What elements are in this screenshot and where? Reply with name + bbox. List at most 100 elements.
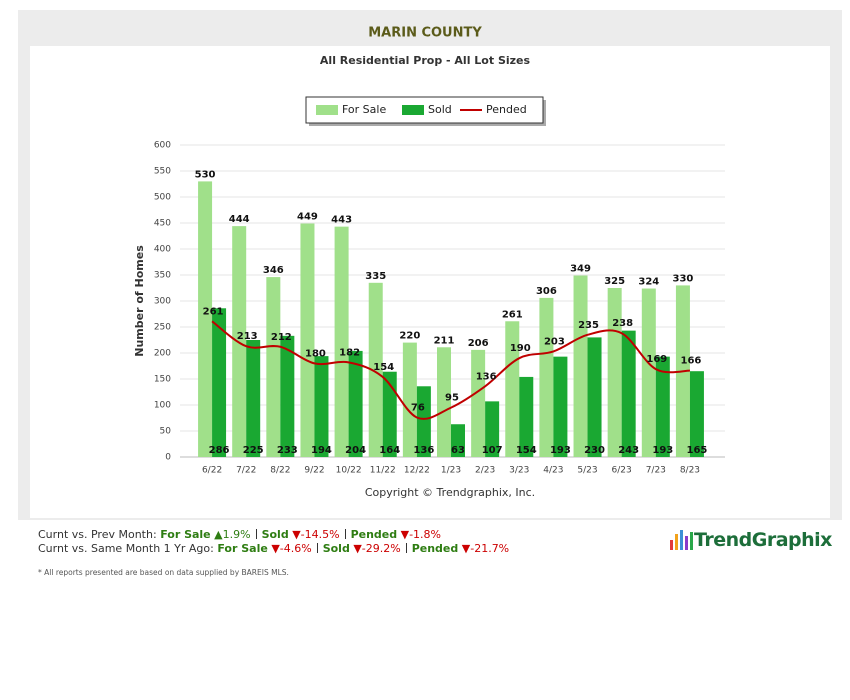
- chart-subtitle: All Residential Prop - All Lot Sizes: [320, 54, 531, 67]
- bar: [505, 321, 520, 457]
- data-label: 206: [468, 338, 489, 349]
- bar: [553, 356, 568, 457]
- logo: TrendGraphix: [668, 528, 832, 552]
- x-tick-label: 8/22: [270, 466, 290, 476]
- summary-row: Curnt vs. Same Month 1 Yr Ago: For Sale …: [38, 542, 509, 555]
- data-label: 235: [578, 320, 599, 331]
- data-label: 306: [536, 286, 557, 297]
- x-tick-label: 11/22: [370, 466, 396, 476]
- summary-change: ▼-14.5%: [292, 528, 340, 541]
- line: [211, 320, 690, 420]
- bar: [655, 356, 670, 457]
- y-tick-label: 450: [154, 219, 171, 229]
- y-tick-label: 500: [154, 193, 171, 203]
- summary-name: Pended: [350, 528, 398, 541]
- data-label: 233: [277, 445, 298, 456]
- data-label: 243: [618, 445, 639, 456]
- bar: [471, 349, 486, 457]
- y-tick-label: 300: [154, 297, 171, 307]
- data-label: 346: [263, 265, 284, 276]
- data-label: 182: [339, 347, 360, 358]
- bar: [402, 342, 417, 457]
- x-tick-label: 2/23: [475, 466, 495, 476]
- bar: [314, 356, 329, 457]
- data-label: 154: [373, 362, 394, 373]
- bar: [246, 340, 261, 457]
- data-label: 335: [365, 271, 386, 282]
- data-label: 107: [482, 445, 503, 456]
- legend-swatch: [402, 105, 424, 115]
- data-label: 444: [229, 214, 250, 225]
- data-label: 169: [646, 354, 667, 365]
- bar: [437, 347, 451, 457]
- data-label: 325: [604, 276, 625, 287]
- data-label: 261: [203, 306, 224, 317]
- x-tick-label: 7/23: [646, 466, 666, 476]
- data-label: 194: [311, 445, 332, 456]
- bar: [573, 275, 588, 457]
- y-tick-label: 400: [154, 245, 171, 255]
- bar: [300, 223, 315, 457]
- note: * All reports presented are based on dat…: [38, 568, 289, 577]
- summary-label: Curnt vs. Prev Month:: [38, 528, 157, 541]
- separator: [344, 529, 346, 539]
- data-label: 349: [570, 264, 591, 275]
- summary-change: ▼-4.6%: [271, 542, 312, 555]
- data-label: 220: [399, 331, 420, 342]
- summary-name: Sold: [322, 542, 350, 555]
- summary-row: Curnt vs. Prev Month: For Sale ▲1.9% Sold…: [38, 528, 441, 541]
- legend: [305, 96, 544, 124]
- bar: [539, 297, 554, 457]
- bar: [368, 282, 383, 457]
- data-label: 164: [379, 445, 400, 456]
- data-label: 449: [297, 212, 318, 223]
- summary-change: ▲1.9%: [214, 528, 251, 541]
- bar: [485, 401, 500, 457]
- y-tick-label: 250: [154, 323, 171, 333]
- bar: [607, 288, 622, 457]
- bar: [212, 308, 227, 457]
- bar: [416, 386, 431, 457]
- data-label: 190: [510, 343, 531, 354]
- data-label: 136: [476, 371, 497, 382]
- credit: Copyright © Trendgraphix, Inc.: [365, 486, 535, 499]
- summary-name: For Sale: [217, 542, 268, 555]
- data-label: 230: [584, 445, 605, 456]
- data-label: 203: [544, 336, 565, 347]
- legend-label: Pended: [486, 103, 527, 116]
- y-axis-label: Number of Homes: [133, 245, 146, 357]
- x-tick-label: 6/22: [202, 466, 222, 476]
- x-tick-label: 6/23: [612, 466, 632, 476]
- x-tick-label: 12/22: [404, 466, 430, 476]
- data-label: 166: [680, 356, 701, 367]
- x-tick-label: 10/22: [336, 466, 362, 476]
- bar: [348, 350, 363, 457]
- summary-change: ▼-1.8%: [400, 528, 441, 541]
- data-label: 330: [672, 273, 693, 284]
- x-tick-label: 5/23: [577, 466, 597, 476]
- logo-text: TrendGraphix: [694, 529, 832, 551]
- summary-label: Curnt vs. Same Month 1 Yr Ago:: [38, 542, 214, 555]
- separator: [405, 543, 407, 553]
- x-tick-label: 7/22: [236, 466, 256, 476]
- data-label: 286: [209, 445, 230, 456]
- data-label: 165: [686, 445, 707, 456]
- summary-name: Sold: [261, 528, 289, 541]
- x-tick-label: 3/23: [509, 466, 529, 476]
- y-tick-label: 550: [154, 167, 171, 177]
- bar: [689, 371, 704, 457]
- summary-name: For Sale: [160, 528, 211, 541]
- data-label: 193: [550, 445, 571, 456]
- x-tick-label: 9/22: [304, 466, 324, 476]
- bar: [519, 376, 534, 457]
- data-label: 211: [434, 335, 455, 346]
- bar: [587, 337, 602, 457]
- y-tick-label: 150: [154, 375, 171, 385]
- bar: [641, 288, 656, 457]
- data-label: 213: [237, 331, 258, 342]
- data-label: 136: [413, 445, 434, 456]
- y-tick-label: 350: [154, 271, 171, 281]
- bar: [382, 371, 397, 457]
